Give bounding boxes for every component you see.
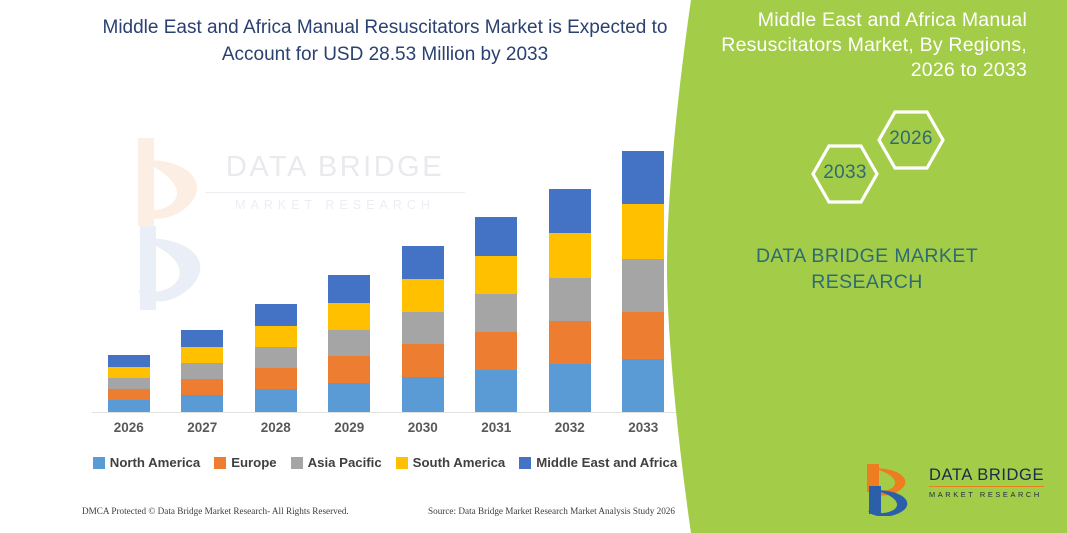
bar-2031 (475, 216, 518, 413)
bar-segment (107, 389, 150, 401)
bar-segment (328, 275, 371, 303)
legend-swatch-icon (395, 456, 408, 469)
panel-brand: DATA BRIDGE MARKET RESEARCH (697, 243, 1037, 295)
footer-source: Source: Data Bridge Market Research Mark… (428, 506, 675, 516)
legend-label: North America (109, 455, 201, 470)
x-axis-label-2030: 2030 (407, 420, 438, 435)
footer-copyright: DMCA Protected © Data Bridge Market Rese… (82, 506, 349, 516)
bar-segment (254, 347, 297, 369)
bar-segment (548, 233, 591, 278)
legend-swatch-icon (214, 456, 227, 469)
bar-segment (548, 277, 591, 321)
bar-segment (622, 311, 665, 359)
bar-segment (401, 376, 444, 413)
bar-segment (401, 312, 444, 345)
bar-segment (475, 255, 518, 295)
legend-item[interactable]: Middle East and Africa (519, 455, 677, 470)
legend-label: Middle East and Africa (536, 455, 678, 470)
bar-segment (254, 304, 297, 327)
bar-segment (254, 326, 297, 348)
legend-swatch-icon (92, 456, 105, 469)
x-axis-label-2027: 2027 (187, 420, 218, 435)
bar-segment (107, 400, 150, 413)
bar-segment (181, 329, 224, 347)
panel-brand-line2: RESEARCH (811, 271, 923, 293)
bar-2030 (401, 246, 444, 413)
bar-segment (548, 364, 591, 413)
bar-segment (328, 383, 371, 413)
bar-segment (401, 279, 444, 313)
chart-legend: North America Europe Asia Pacific South Ame… (60, 455, 710, 470)
bar-segment (475, 216, 518, 256)
hexagon-badges: 2026 2033 (667, 96, 1067, 206)
bar-segment (181, 394, 224, 413)
logo-text: DATA BRIDGE MARKET RESEARCH (929, 466, 1054, 499)
bar-segment (328, 356, 371, 384)
legend-item[interactable]: North America (92, 455, 201, 470)
bar-segment (107, 378, 150, 390)
bar-2026 (107, 354, 150, 413)
bar-2033 (622, 151, 665, 413)
data-bridge-logo-icon (867, 464, 908, 517)
brand-logo: DATA BRIDGE MARKET RESEARCH (857, 462, 1052, 518)
bar-segment (181, 378, 224, 395)
hexagon-outline-icon (811, 110, 945, 204)
panel-brand-line1: DATA BRIDGE MARKET (755, 245, 979, 267)
bar-segment (548, 320, 591, 365)
x-axis-labels: 2026 2027 2028 2029 2030 2031 2032 2033 (92, 420, 680, 442)
page-title: Middle East and Africa Manual Resuscitat… (102, 17, 668, 65)
legend-swatch-icon (290, 456, 303, 469)
x-axis-line (92, 412, 680, 414)
footer: DMCA Protected © Data Bridge Market Rese… (60, 506, 710, 524)
hex-label-lower: 2033 (823, 162, 867, 183)
x-axis-label-2032: 2032 (554, 420, 585, 435)
bar-segment (107, 354, 150, 367)
bar-segment (622, 358, 665, 413)
bar-segment (548, 188, 591, 234)
legend-item[interactable]: South America (395, 455, 506, 470)
bar-segment (181, 363, 224, 379)
green-side-panel: Middle East and Africa Manual Resuscitat… (667, 0, 1067, 533)
bar-segment (254, 368, 297, 390)
logo-main-text: DATA BRIDGE (929, 466, 1045, 487)
bar-segment (475, 331, 518, 370)
legend-label: South America (412, 455, 506, 470)
x-axis-label-2031: 2031 (481, 420, 512, 435)
x-axis-label-2033: 2033 (628, 420, 659, 435)
bar-chart-plot-area (92, 120, 680, 413)
x-axis-label-2029: 2029 (334, 420, 365, 435)
green-panel-shape (667, 0, 1067, 533)
x-axis-label-2026: 2026 (113, 420, 144, 435)
bar-segment (622, 203, 665, 260)
bar-segment (622, 259, 665, 312)
legend-item[interactable]: Asia Pacific (290, 455, 382, 470)
bar-2028 (254, 304, 297, 413)
bar-segment (107, 366, 150, 379)
legend-item[interactable]: Europe (214, 455, 277, 470)
bar-2027 (181, 329, 224, 413)
legend-label: Asia Pacific (307, 455, 382, 470)
bar-segment (475, 294, 518, 332)
bar-segment (622, 151, 665, 204)
bar-segment (475, 369, 518, 413)
bar-2029 (328, 275, 371, 413)
legend-swatch-icon (519, 456, 532, 469)
x-axis-label-2028: 2028 (260, 420, 291, 435)
bar-segment (401, 344, 444, 377)
legend-label: Europe (231, 455, 277, 470)
bar-segment (401, 246, 444, 280)
hex-label-upper: 2026 (889, 128, 933, 149)
panel-title: Middle East and Africa Manual Resuscitat… (721, 9, 1027, 81)
logo-sub-text: MARKET RESEARCH (929, 490, 1042, 499)
bar-2032 (548, 188, 591, 413)
bar-segment (328, 329, 371, 357)
bar-segment (328, 302, 371, 330)
bar-segment (254, 389, 297, 413)
bar-segment (181, 346, 224, 363)
